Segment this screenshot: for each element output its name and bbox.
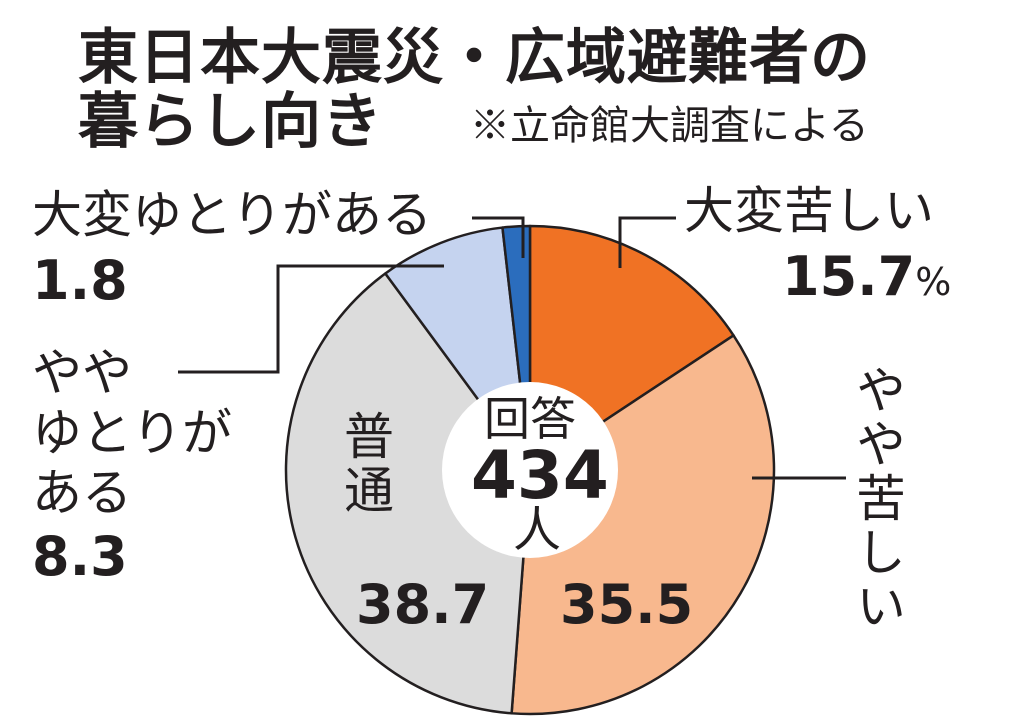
- value-very-comfortable: 1.8: [32, 249, 128, 312]
- value-very-hard: 15.7%: [782, 250, 951, 304]
- label-very-comfortable: 大変ゆとりがある: [32, 186, 432, 244]
- value-somewhat-comfortable: 8.3: [32, 525, 128, 588]
- leader-line-somewhat-comfortable: [178, 264, 444, 374]
- label-normal: 普通: [336, 410, 394, 518]
- label-somewhat-comfortable-line1: やや: [32, 344, 132, 402]
- leader-line-very-comfortable: [472, 216, 525, 258]
- center-unit: 人: [513, 502, 562, 558]
- label-somewhat-comfortable-line3: ある: [32, 464, 132, 522]
- value-normal: 38.7: [356, 573, 490, 636]
- label-somewhat-comfortable-line2: ゆとりが: [32, 404, 232, 462]
- center-label: 回答: [484, 392, 576, 446]
- chart-title-line2: 暮らし向き: [78, 87, 383, 157]
- value-very-hard-number: 15.7: [782, 245, 916, 308]
- value-somewhat-hard: 35.5: [560, 573, 694, 636]
- leader-line-very-hard: [618, 216, 676, 268]
- percent-sign: %: [915, 260, 952, 304]
- label-somewhat-hard: やや苦しい: [848, 364, 906, 634]
- center-respondent-count: 434: [471, 437, 609, 514]
- center-hole: [442, 382, 618, 558]
- pie-slice-somewhat-hard: [510, 334, 776, 716]
- label-very-hard: 大変苦しい: [684, 182, 934, 240]
- chart-title-line1: 東日本大震災・広域避難者の: [78, 23, 871, 93]
- leader-lines: [178, 216, 846, 480]
- pie-slice-normal: [284, 272, 532, 715]
- source-note: ※立命館大調査による: [470, 103, 869, 149]
